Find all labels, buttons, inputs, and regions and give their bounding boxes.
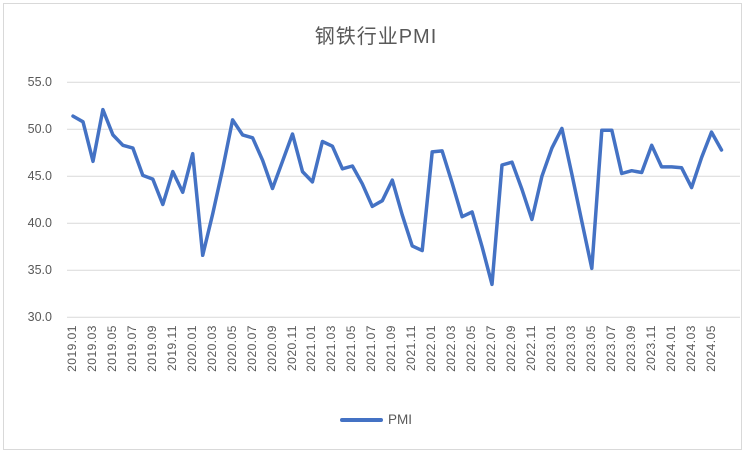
x-axis-tick-label: 2021.03 bbox=[324, 325, 339, 372]
legend: PMI bbox=[0, 412, 752, 427]
y-axis-tick-label: 50.0 bbox=[27, 122, 52, 137]
chart-border bbox=[3, 3, 742, 450]
y-axis-tick-label: 35.0 bbox=[27, 263, 52, 278]
x-axis-tick-label: 2024.03 bbox=[683, 325, 698, 372]
x-axis-tick-label: 2019.07 bbox=[124, 325, 139, 372]
x-axis-tick-label: 2023.11 bbox=[643, 325, 658, 371]
x-axis-tick-label: 2019.09 bbox=[144, 325, 159, 372]
x-axis-tick-label: 2022.11 bbox=[523, 325, 538, 371]
chart-title: 钢铁行业PMI bbox=[314, 26, 438, 48]
x-axis-tick-label: 2019.11 bbox=[164, 325, 179, 371]
x-axis-tick-label: 2020.11 bbox=[284, 325, 299, 371]
x-axis-tick-label: 2021.01 bbox=[304, 325, 319, 372]
y-axis-tick-label: 40.0 bbox=[27, 216, 52, 231]
x-axis-tick-label: 2019.01 bbox=[65, 325, 79, 372]
x-axis-tick-label: 2022.01 bbox=[424, 325, 439, 372]
x-axis-tick-label: 2020.01 bbox=[184, 325, 199, 372]
legend-line-swatch bbox=[339, 417, 383, 422]
x-axis-tick-label: 2024.05 bbox=[703, 325, 718, 372]
x-axis-tick-label: 2022.07 bbox=[484, 325, 498, 372]
x-axis-tick-label: 2021.05 bbox=[344, 325, 359, 372]
x-axis-tick-label: 2022.03 bbox=[444, 325, 459, 372]
x-axis-tick-label: 2020.07 bbox=[244, 325, 259, 372]
pmi-series-line bbox=[71, 107, 724, 287]
x-axis-tick-label: 2020.05 bbox=[224, 325, 239, 372]
x-axis-tick-label: 2023.01 bbox=[543, 325, 558, 372]
x-axis-tick-label: 2023.09 bbox=[623, 325, 638, 372]
x-axis-tick-label: 2022.09 bbox=[504, 325, 518, 372]
gridlines bbox=[67, 81, 740, 318]
x-axis-tick-label: 2023.03 bbox=[563, 325, 578, 372]
x-axis-tick-label: 2019.05 bbox=[104, 325, 119, 372]
x-axis-tick-label: 2022.05 bbox=[464, 325, 479, 372]
legend-label: PMI bbox=[387, 412, 412, 427]
x-axis-tick-label: 2021.07 bbox=[364, 325, 379, 372]
x-axis-tick-label: 2021.09 bbox=[384, 325, 399, 372]
y-axis-tick-label: 30.0 bbox=[27, 310, 52, 325]
x-axis-tick-label: 2020.03 bbox=[204, 325, 219, 372]
x-axis-tick-label: 2019.03 bbox=[85, 325, 99, 372]
x-axis-tick-label: 2021.11 bbox=[404, 325, 419, 371]
x-axis-tick-label: 2023.07 bbox=[603, 325, 618, 372]
x-axis-tick-label: 2023.05 bbox=[583, 325, 598, 372]
y-axis-tick-label: 55.0 bbox=[27, 75, 52, 90]
x-axis-tick-label: 2020.09 bbox=[264, 325, 279, 372]
y-axis-tick-label: 45.0 bbox=[27, 169, 52, 184]
x-axis-tick-label: 2024.01 bbox=[663, 325, 678, 372]
